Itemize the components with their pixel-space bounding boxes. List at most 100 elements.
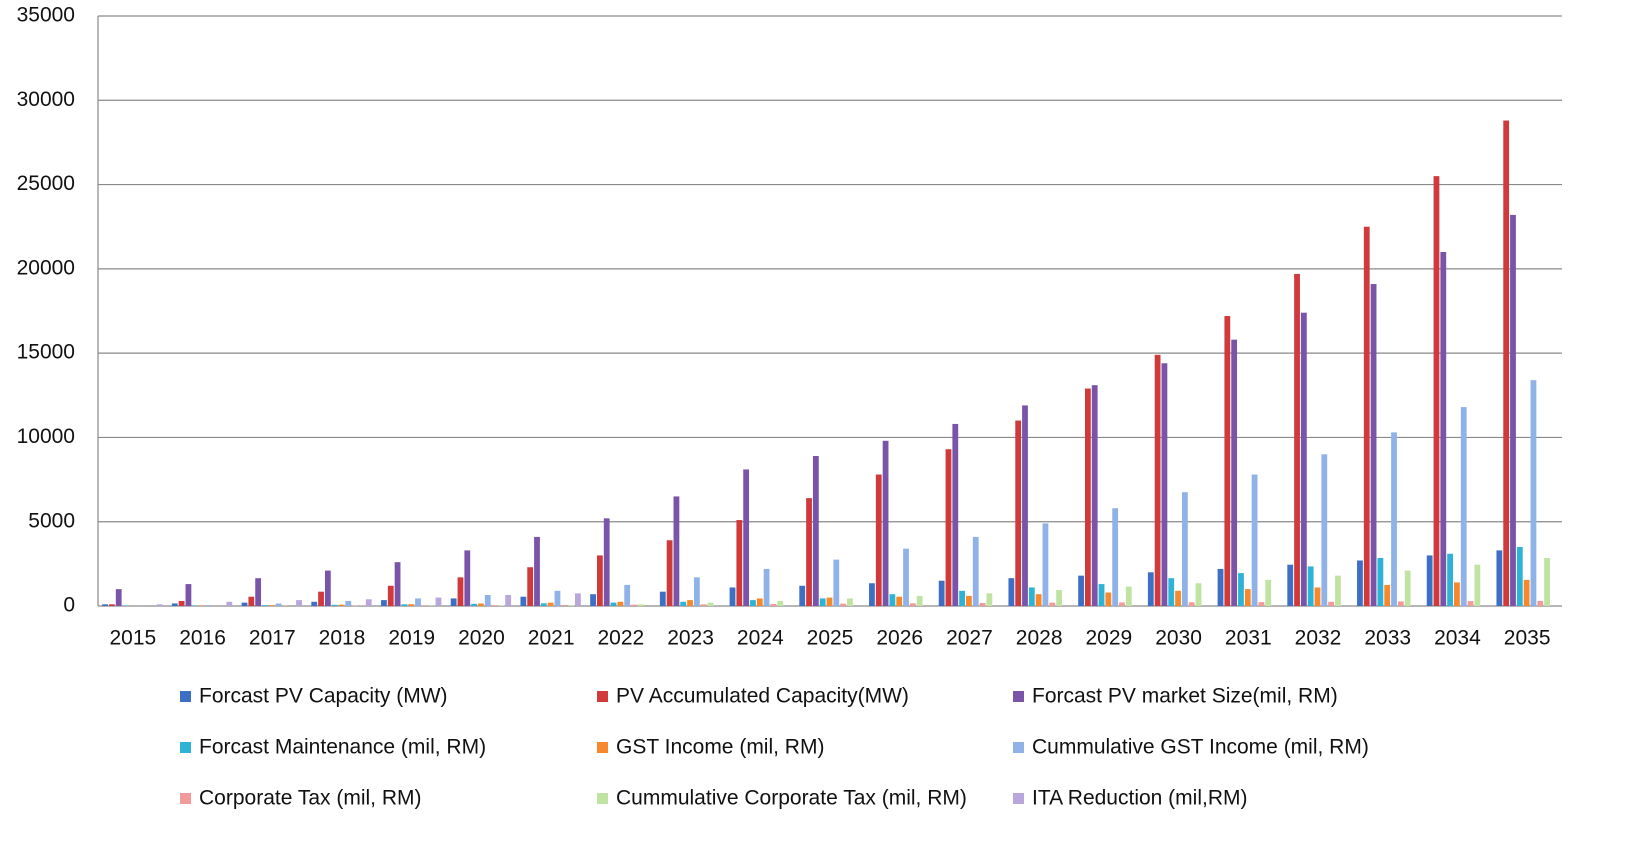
- legend-swatch: [597, 793, 608, 804]
- bar: [1126, 587, 1132, 606]
- bar: [604, 518, 610, 606]
- bar: [973, 537, 979, 606]
- bar: [1321, 454, 1327, 606]
- bar: [631, 605, 637, 606]
- bar: [471, 604, 477, 606]
- bar: [611, 603, 617, 606]
- bar: [946, 449, 952, 606]
- x-tick-label: 2017: [249, 627, 296, 650]
- bar: [276, 603, 282, 606]
- bar: [903, 549, 909, 606]
- y-tick-label: 10000: [17, 425, 75, 448]
- bar: [876, 475, 882, 606]
- y-tick-label: 15000: [17, 341, 75, 364]
- bar: [568, 605, 574, 606]
- bar: [498, 605, 504, 606]
- bar: [590, 594, 596, 606]
- bar: [1328, 602, 1334, 606]
- bar: [1468, 601, 1474, 606]
- bar: [1357, 560, 1363, 606]
- legend-swatch: [1013, 691, 1024, 702]
- bar: [1056, 590, 1062, 606]
- bar: [1294, 274, 1300, 606]
- x-tick-label: 2026: [876, 627, 923, 650]
- bar: [345, 601, 351, 606]
- bar: [1162, 363, 1168, 606]
- bar: [269, 605, 275, 606]
- bar: [1405, 571, 1411, 606]
- bar: [311, 602, 317, 606]
- bar: [199, 605, 205, 606]
- legend-swatch: [180, 793, 191, 804]
- bar: [1496, 550, 1502, 606]
- bar: [332, 605, 338, 606]
- bar: [1105, 593, 1111, 606]
- bar: [757, 598, 763, 606]
- bar: [674, 496, 680, 606]
- bar: [1377, 558, 1383, 606]
- bar: [1335, 576, 1341, 606]
- bar: [680, 602, 686, 606]
- bar: [1371, 284, 1377, 606]
- y-tick-label: 0: [63, 594, 75, 617]
- x-tick-label: 2029: [1085, 627, 1132, 650]
- x-tick-label: 2028: [1016, 627, 1063, 650]
- bar: [242, 603, 248, 606]
- bar: [1238, 573, 1244, 606]
- bar: [172, 603, 178, 606]
- bar: [395, 562, 401, 606]
- legend-label: PV Accumulated Capacity(MW): [616, 685, 909, 708]
- bar: [910, 603, 916, 606]
- bar: [1015, 421, 1021, 606]
- bar: [743, 469, 749, 606]
- x-tick-label: 2022: [597, 627, 644, 650]
- bar: [1517, 547, 1523, 606]
- bar: [1049, 603, 1055, 606]
- bar: [1092, 385, 1098, 606]
- bar: [415, 598, 421, 606]
- bar: [1447, 554, 1453, 606]
- bar: [1461, 407, 1467, 606]
- bar: [186, 584, 192, 606]
- bar: [492, 605, 498, 606]
- bar: [1544, 558, 1550, 606]
- bar: [436, 598, 442, 606]
- legend-label: Forcast Maintenance (mil, RM): [199, 736, 486, 759]
- bar: [986, 593, 992, 606]
- bar: [1287, 565, 1293, 606]
- y-tick-label: 20000: [17, 256, 75, 279]
- bar: [366, 599, 372, 606]
- bar: [1301, 313, 1307, 606]
- bar: [541, 603, 547, 606]
- bar: [401, 604, 407, 606]
- bar: [624, 585, 630, 606]
- bar: [388, 586, 394, 606]
- bar: [1218, 569, 1224, 606]
- bar: [764, 569, 770, 606]
- bar: [527, 567, 533, 606]
- bar: [889, 594, 895, 606]
- x-tick-label: 2021: [528, 627, 575, 650]
- bar: [959, 591, 965, 606]
- x-tick-label: 2015: [109, 627, 156, 650]
- bar: [1384, 585, 1390, 606]
- bar: [1531, 380, 1537, 606]
- x-tick-label: 2035: [1504, 627, 1551, 650]
- x-tick-label: 2024: [737, 627, 784, 650]
- x-tick-label: 2019: [388, 627, 435, 650]
- legend-label: Forcast PV Capacity (MW): [199, 685, 448, 708]
- bar: [116, 589, 122, 606]
- bar: [708, 603, 714, 606]
- bar: [505, 595, 511, 606]
- bar: [1454, 582, 1460, 606]
- bar: [896, 597, 902, 606]
- bar: [736, 520, 742, 606]
- y-tick-label: 35000: [17, 4, 75, 27]
- bar: [192, 605, 198, 606]
- bar: [1036, 594, 1042, 606]
- bar: [847, 598, 853, 606]
- bar: [806, 498, 812, 606]
- bar: [548, 603, 554, 606]
- bar: [869, 583, 875, 606]
- bar: [799, 586, 805, 606]
